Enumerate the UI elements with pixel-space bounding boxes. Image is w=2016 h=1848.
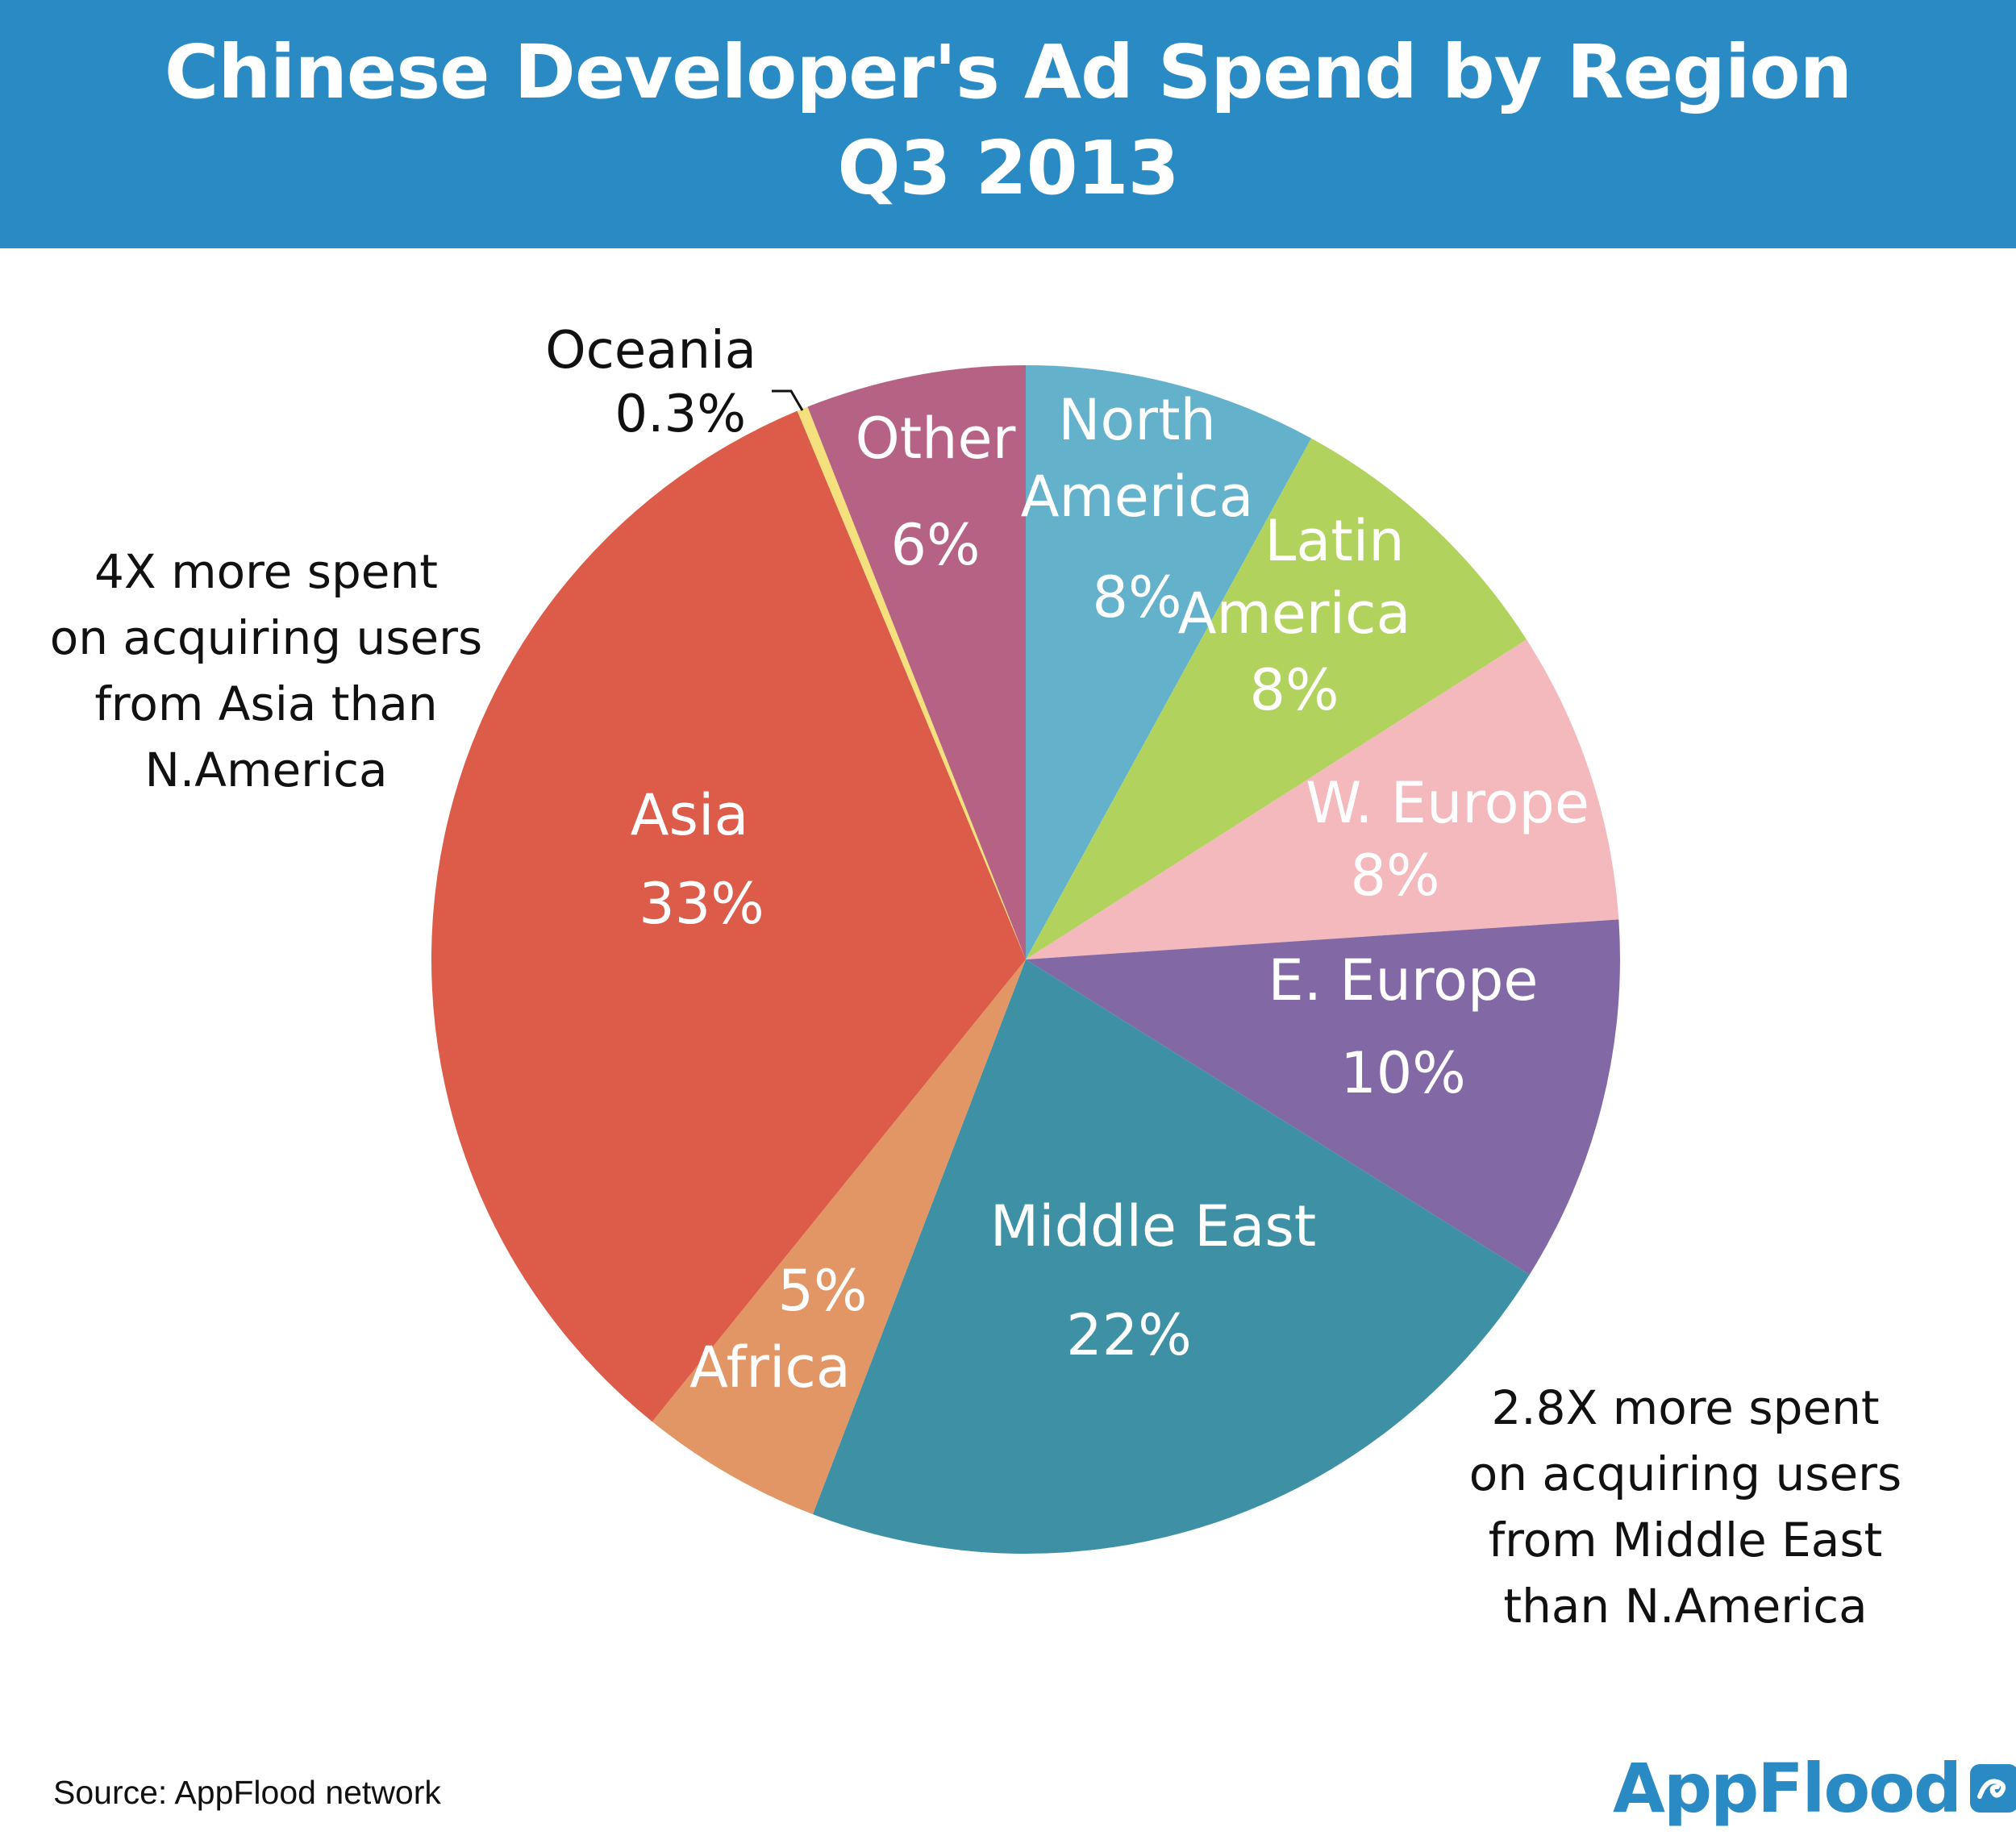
slice-label-asia: Asia [631, 782, 749, 848]
chart-header: Chinese Developer's Ad Spend by Region Q… [0, 0, 2016, 248]
annotation-middle-east-line: from Middle East [1488, 1513, 1883, 1567]
annotation-middle-east-line: than N.America [1503, 1579, 1868, 1634]
slice-pct-middle-east: 22% [1066, 1302, 1192, 1368]
slice-label-e-europe: E. Europe [1268, 947, 1539, 1013]
annotation-asia-line: on acquiring users [49, 610, 483, 665]
pie-slice-north-america [1026, 365, 1312, 959]
source-note: Source: AppFlood network [53, 1774, 441, 1811]
slice-pct-w-europe: 8% [1350, 843, 1439, 909]
pie-slice-asia [431, 410, 1026, 1422]
slice-label-north-america: America [1021, 464, 1254, 530]
slice-label-latin-america: Latin [1264, 508, 1404, 574]
annotation-asia-line: from Asia than [94, 676, 438, 731]
slice-pct-latin-america: 8% [1249, 657, 1339, 723]
pie-slice-e-europe [1026, 919, 1621, 1275]
chart-title: Chinese Developer's Ad Spend by Region [164, 29, 1852, 115]
annotation-asia: 4X more spent on acquiring users from As… [24, 539, 508, 803]
slice-label-oceania: Oceania [545, 321, 756, 381]
pie-slice-w-europe [1026, 639, 1619, 959]
annotation-middle-east: 2.8X more spent on acquiring users from … [1427, 1375, 1943, 1639]
slice-label-w-europe: W. Europe [1306, 770, 1589, 836]
pie-slice-africa [652, 959, 1026, 1515]
annotation-asia-line: N.America [144, 743, 388, 797]
annotation-middle-east-line: on acquiring users [1468, 1446, 1902, 1501]
slice-pct-e-europe: 10% [1340, 1040, 1466, 1106]
slice-label-north-america: North [1058, 387, 1216, 453]
annotation-asia-line: 4X more spent [94, 544, 438, 599]
wave-icon [1970, 1764, 2016, 1813]
slice-label-other: Other [856, 406, 1016, 472]
pie-slice-oceania [797, 406, 1026, 959]
slice-label-latin-america: America [1178, 581, 1411, 647]
annotation-middle-east-line: 2.8X more spent [1491, 1380, 1880, 1435]
slice-pct-north-america: 8% [1092, 564, 1181, 631]
logo-text: AppFlood [1613, 1749, 1962, 1828]
slice-pct-asia: 33% [639, 871, 764, 937]
slice-label-africa: Africa [689, 1334, 851, 1401]
appflood-logo: AppFlood [1613, 1748, 2016, 1829]
chart-subtitle: Q3 2013 [837, 125, 1179, 211]
slice-pct-oceania: 0.3% [614, 385, 746, 444]
pie-slice-latin-america [1026, 438, 1527, 959]
slice-label-middle-east: Middle East [990, 1193, 1317, 1259]
pie-slice-middle-east [812, 959, 1530, 1554]
slice-pct-other: 6% [890, 512, 980, 578]
leader-line-oceania [772, 389, 804, 411]
slice-pct-africa: 5% [777, 1258, 867, 1324]
pie-slice-other [807, 365, 1026, 959]
